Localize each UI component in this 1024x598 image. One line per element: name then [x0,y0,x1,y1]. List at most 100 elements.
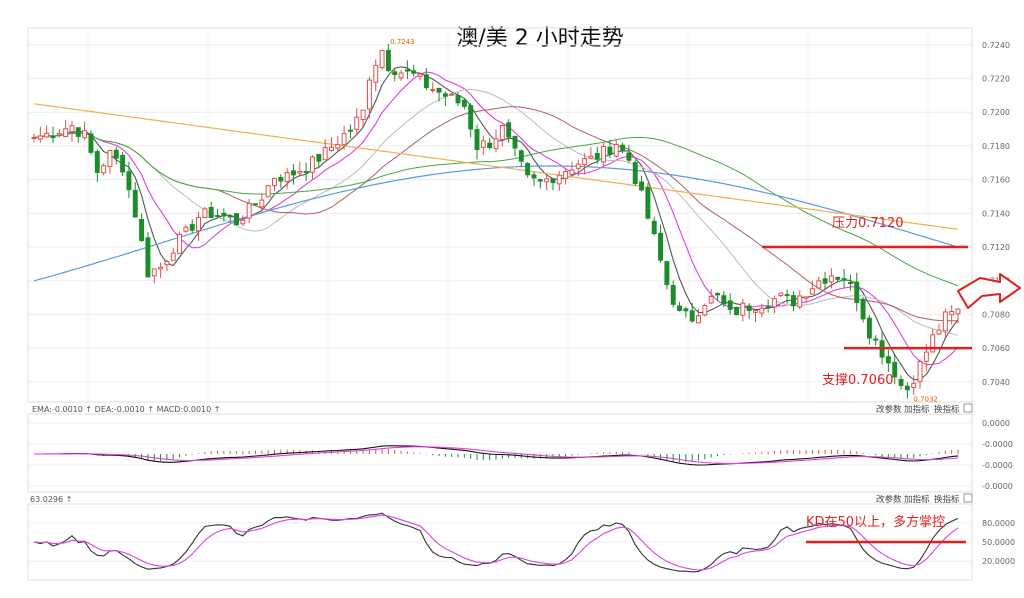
candle-body [297,171,303,174]
candle-body [904,385,910,391]
resistance-label: 压力0.7120 [832,216,904,231]
candle-body [917,360,923,383]
candle-body [790,295,796,307]
candle-body [563,170,569,179]
candle-body [753,310,758,313]
candle-body [322,146,328,161]
candle-body [575,163,581,169]
candle-body [385,49,391,72]
candle-body [525,163,531,176]
y-tick-label: 0.7140 [982,209,1010,218]
candle-body [31,137,37,140]
candle-body [335,143,341,149]
candle-body [689,310,695,322]
candle-body [126,171,132,191]
candle-body [183,226,189,232]
kd-panel: 63.0296 ↑ 改参数 加指标 换指标 80.0000 50.0000 20.0000 K… [28,493,1015,573]
candle-body [835,276,841,280]
candle-body [607,146,613,155]
panel-frame [27,413,973,493]
candle-body [651,220,657,235]
candle-body [873,338,879,341]
candle-body [708,295,714,304]
candle-body [132,189,138,218]
ma-line-long [33,165,959,282]
ma-line [33,88,959,336]
candle-body [892,361,898,378]
candle-body [556,174,562,185]
kd-tick-label: 80.0000 [982,519,1015,528]
candle-body [202,208,208,218]
candle-body [75,127,81,137]
candle-body [360,109,366,120]
kd-button: 加指标 [904,494,930,505]
candle-body [746,305,752,311]
candle-body [885,356,891,364]
arrow-right-icon [957,273,1021,309]
kd-line [33,514,959,571]
y-tick-label: 0.7080 [982,310,1010,319]
macd-tick-label: -0.0000 [982,482,1013,491]
price-axis: 0.7240 0.7220 0.7200 0.7180 0.7160 0.7140 0.71… [982,41,1010,387]
candle-body [145,237,151,278]
candle-body [139,218,145,241]
candle-body [550,178,556,184]
candle-body [512,135,518,149]
y-tick-label: 0.7220 [982,75,1010,84]
candle-body [94,151,100,173]
candle-body [101,165,107,174]
candle-body [88,133,94,153]
candle-body [765,306,771,309]
candle-body [734,306,739,316]
candle-body [461,99,467,107]
candle-body [341,133,347,146]
candle-body [601,146,607,163]
candle-body [259,199,265,208]
candle-body [227,215,233,218]
candle-body [50,135,56,139]
candle-body [683,308,689,312]
candle-body [866,317,872,339]
candle-body [955,308,961,315]
candle-body [499,124,505,140]
macd-button: 改参数 [876,404,902,415]
candle-body [272,178,277,186]
candle-body [930,334,936,353]
candle-body [265,185,271,198]
candle-body [715,292,720,296]
candle-body [493,138,499,150]
y-tick-label: 0.7060 [982,344,1010,353]
candle-body [234,213,239,226]
ma-line [33,132,959,287]
candle-body [582,158,588,166]
y-tick-label: 0.7120 [982,243,1010,252]
candle-body [379,50,385,68]
candle-body [215,215,220,218]
moving-averages [33,66,959,381]
candles [31,44,961,399]
grid [27,27,973,581]
kd-button: 改参数 [876,494,902,505]
candle-body [620,144,626,151]
macd-tick-label: -0.0000 [982,440,1013,449]
macd-panel: EMA:-0.0010 ↑ DEA:-0.0010 ↑ MACD:0.0010 … [28,403,1013,491]
candle-body [170,252,176,261]
candle-body [898,378,904,386]
candle-body [772,298,777,308]
y-tick-label: 0.7180 [982,142,1010,151]
candle-body [373,64,379,83]
candle-body [316,153,322,162]
ma-line [33,71,959,366]
candle-body [158,266,164,270]
candle-body [208,206,214,219]
candle-body [120,154,126,173]
close-icon [963,403,973,413]
candle-body [740,302,746,316]
candle-body [398,72,404,79]
kd-legend: 63.0296 ↑ [30,495,72,504]
candle-body [854,281,860,303]
candle-body [468,105,474,130]
kd-button: 换指标 [934,494,960,505]
candle-body [778,292,784,297]
